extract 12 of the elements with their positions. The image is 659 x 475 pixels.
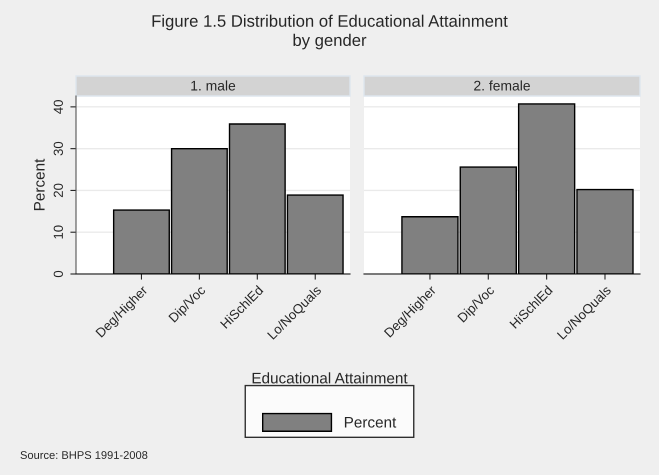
y-tick-label: 30 xyxy=(54,142,63,156)
source-note: Source: BHPS 1991-2008 xyxy=(20,451,148,459)
y-tick-label: 40 xyxy=(54,100,63,114)
y-tick-label: 20 xyxy=(54,184,63,198)
chart-subtitle: 1. male xyxy=(191,80,236,91)
y-tick-label: 10 xyxy=(54,225,63,239)
chart-subtitle: 2. female xyxy=(474,80,530,91)
legend-label: Percent xyxy=(344,416,396,428)
chart-title: Figure 1.5 Distribution of Educational Attainment by gender xyxy=(152,14,508,50)
y-axis-title: Percent xyxy=(34,158,45,210)
legend-title: Educational Attainment xyxy=(252,372,408,384)
y-tick-label: 0 xyxy=(54,270,63,278)
